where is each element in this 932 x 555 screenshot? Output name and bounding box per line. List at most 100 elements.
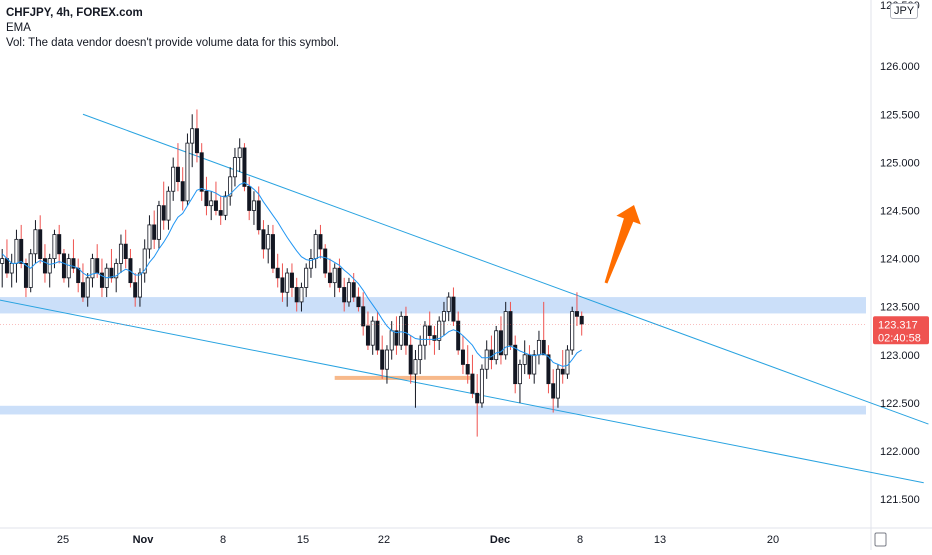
candle-body-60[interactable] — [285, 272, 290, 293]
candle-body-19[interactable] — [90, 258, 95, 279]
candle-body-63[interactable] — [299, 287, 304, 303]
candle-body-58[interactable] — [275, 267, 280, 279]
candle-body-69[interactable] — [327, 272, 332, 284]
candle-body-78[interactable] — [370, 320, 375, 346]
candle-body-16[interactable] — [76, 267, 81, 284]
candle-body-72[interactable] — [342, 287, 347, 303]
candle-body-32[interactable] — [152, 224, 157, 240]
candle-body-26[interactable] — [123, 243, 128, 259]
trendline-0[interactable] — [82, 113, 929, 425]
candle-body-51[interactable] — [242, 147, 247, 187]
candle-body-114[interactable] — [541, 339, 546, 356]
candle-body-35[interactable] — [166, 190, 171, 221]
candle-body-4[interactable] — [19, 238, 24, 264]
candle-body-36[interactable] — [171, 166, 176, 192]
candle-body-93[interactable] — [441, 311, 446, 322]
candle-body-68[interactable] — [323, 248, 328, 274]
candle-body-87[interactable] — [413, 359, 418, 375]
candle-body-13[interactable] — [61, 253, 66, 279]
candle-body-52[interactable] — [247, 186, 252, 211]
candle-body-53[interactable] — [251, 200, 256, 211]
candle-body-113[interactable] — [536, 339, 541, 356]
candle-body-77[interactable] — [365, 325, 370, 346]
symbol-label[interactable]: CHFJPY, 4h, FOREX.com — [6, 7, 143, 19]
candle-body-39[interactable] — [185, 142, 190, 202]
candle-body-29[interactable] — [137, 272, 142, 298]
candle-body-31[interactable] — [147, 224, 152, 250]
candle-body-81[interactable] — [384, 349, 389, 370]
candle-body-42[interactable] — [199, 152, 204, 192]
candle-body-21[interactable] — [99, 272, 104, 288]
candle-body-12[interactable] — [57, 234, 62, 255]
candle-body-47[interactable] — [223, 195, 228, 216]
candle-body-38[interactable] — [180, 181, 185, 202]
candle-body-5[interactable] — [23, 263, 28, 288]
candle-body-119[interactable] — [565, 349, 570, 375]
candle-body-34[interactable] — [161, 205, 166, 221]
candle-body-41[interactable] — [194, 128, 199, 154]
candle-body-48[interactable] — [228, 176, 233, 197]
candle-body-107[interactable] — [508, 311, 513, 346]
candle-body-15[interactable] — [71, 258, 76, 269]
last-price-badge[interactable] — [873, 316, 929, 345]
candle-body-105[interactable] — [498, 330, 503, 356]
candle-body-24[interactable] — [114, 263, 119, 279]
candle-body-70[interactable] — [332, 267, 337, 284]
candle-body-94[interactable] — [446, 296, 451, 312]
candle-body-115[interactable] — [546, 354, 551, 385]
candle-body-99[interactable] — [470, 373, 475, 394]
orange-level-line[interactable] — [334, 375, 473, 380]
candle-body-50[interactable] — [237, 147, 242, 158]
candle-body-121[interactable] — [574, 311, 579, 317]
candle-body-117[interactable] — [555, 368, 560, 399]
candle-body-56[interactable] — [266, 234, 271, 250]
candle-body-40[interactable] — [190, 128, 195, 144]
candle-body-46[interactable] — [218, 210, 223, 216]
candle-body-59[interactable] — [280, 277, 285, 293]
candle-body-98[interactable] — [465, 364, 470, 375]
candle-body-67[interactable] — [318, 234, 323, 250]
candle-body-23[interactable] — [109, 267, 114, 279]
candle-body-1[interactable] — [4, 258, 9, 274]
candle-body-122[interactable] — [579, 315, 584, 325]
candle-body-74[interactable] — [351, 282, 356, 298]
candle-body-106[interactable] — [503, 311, 508, 356]
candle-body-18[interactable] — [85, 277, 90, 298]
candle-body-112[interactable] — [532, 354, 537, 375]
candle-body-54[interactable] — [256, 200, 261, 231]
candle-body-62[interactable] — [294, 287, 299, 303]
candle-body-3[interactable] — [14, 238, 19, 264]
candle-body-100[interactable] — [475, 392, 480, 404]
candle-body-14[interactable] — [66, 258, 71, 279]
candle-body-43[interactable] — [204, 190, 209, 207]
candle-body-0[interactable] — [0, 258, 5, 264]
candle-body-111[interactable] — [527, 354, 532, 375]
candle-body-75[interactable] — [356, 296, 361, 308]
candle-body-84[interactable] — [399, 315, 404, 346]
candle-body-92[interactable] — [437, 320, 442, 341]
candle-body-17[interactable] — [80, 282, 85, 298]
candle-body-28[interactable] — [133, 282, 138, 298]
candle-body-10[interactable] — [47, 258, 52, 274]
candle-body-108[interactable] — [513, 344, 518, 385]
candle-body-83[interactable] — [394, 330, 399, 346]
candle-body-33[interactable] — [156, 205, 161, 240]
candle-body-91[interactable] — [432, 335, 437, 341]
candle-body-2[interactable] — [9, 263, 14, 274]
candle-body-65[interactable] — [308, 258, 313, 269]
candle-body-61[interactable] — [289, 272, 294, 288]
candle-body-45[interactable] — [213, 200, 218, 211]
candle-body-8[interactable] — [38, 229, 43, 259]
candle-body-120[interactable] — [570, 311, 575, 351]
candle-body-90[interactable] — [427, 325, 432, 336]
candle-body-102[interactable] — [484, 349, 489, 370]
candle-body-103[interactable] — [489, 349, 494, 361]
candle-body-118[interactable] — [560, 368, 565, 375]
candle-body-7[interactable] — [33, 229, 38, 255]
candle-body-6[interactable] — [28, 253, 33, 288]
settings-icon[interactable] — [874, 532, 887, 547]
candle-body-89[interactable] — [422, 325, 427, 346]
candle-body-57[interactable] — [270, 234, 275, 269]
